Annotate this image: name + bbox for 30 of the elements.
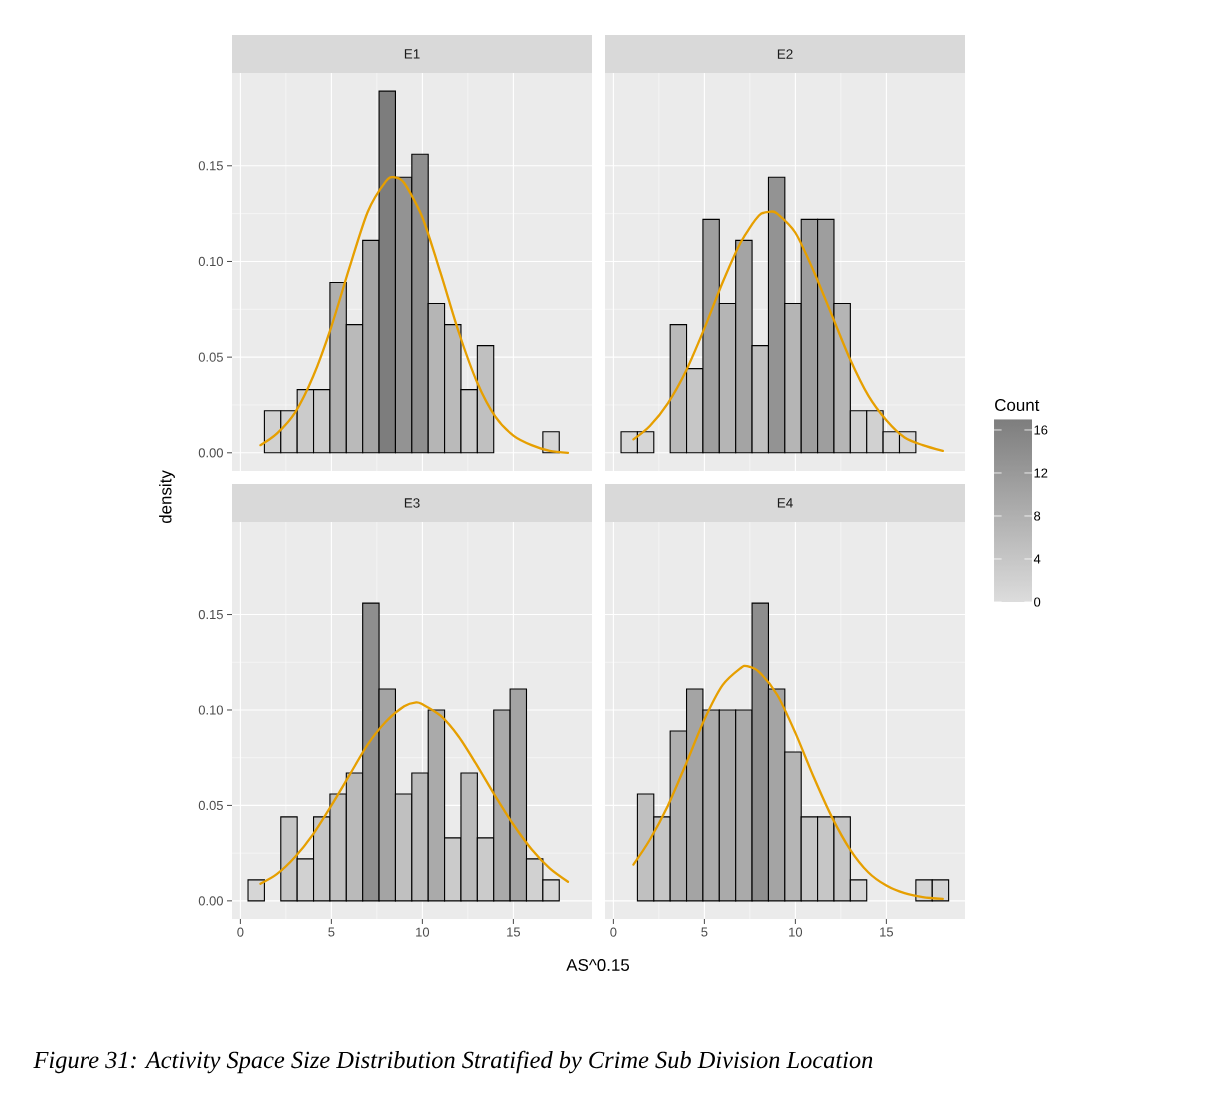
chart-title: E1	[404, 49, 420, 59]
y-tick-label: 0.15	[198, 609, 223, 620]
color-bar-label: 8	[1034, 511, 1041, 521]
chart-title: E3	[404, 498, 420, 508]
chart-title: E2	[777, 49, 793, 59]
color-bar-label: 0	[1034, 597, 1041, 607]
y-tick-label: 0.05	[198, 352, 223, 362]
x-tick-label: 15	[507, 927, 521, 937]
y-tick-label: 0.15	[198, 161, 223, 171]
color-bar-title: Count	[995, 399, 1040, 412]
y-tick-label: 0.10	[198, 256, 223, 267]
caption: Figure 31: Activity Space Size Distribution Stratified by Crime Sub Division Location	[33, 1050, 873, 1074]
x-tick-label: 5	[328, 927, 335, 937]
x-tick-label: 10	[416, 927, 430, 937]
y-tick-label: 0.05	[198, 800, 223, 810]
x-tick-label: 0	[237, 927, 244, 937]
y-tick-label: 0.00	[198, 896, 223, 906]
y-axis-title: density	[159, 470, 175, 524]
line-series	[259, 176, 570, 454]
chart-title: E4	[777, 498, 793, 508]
x-tick-label: 15	[880, 927, 894, 937]
color-bar-label: 4	[1033, 554, 1041, 564]
color-bar-label: 12	[1034, 468, 1048, 478]
y-tick-label: 0.00	[198, 448, 223, 458]
x-tick-label: 10	[789, 927, 803, 937]
x-tick-label: 5	[701, 927, 708, 937]
color-bar-label: 16	[1034, 425, 1048, 435]
x-tick-label: 0	[610, 927, 617, 937]
x-axis-title: AS^0.15	[566, 958, 630, 971]
y-tick-label: 0.10	[198, 705, 223, 715]
